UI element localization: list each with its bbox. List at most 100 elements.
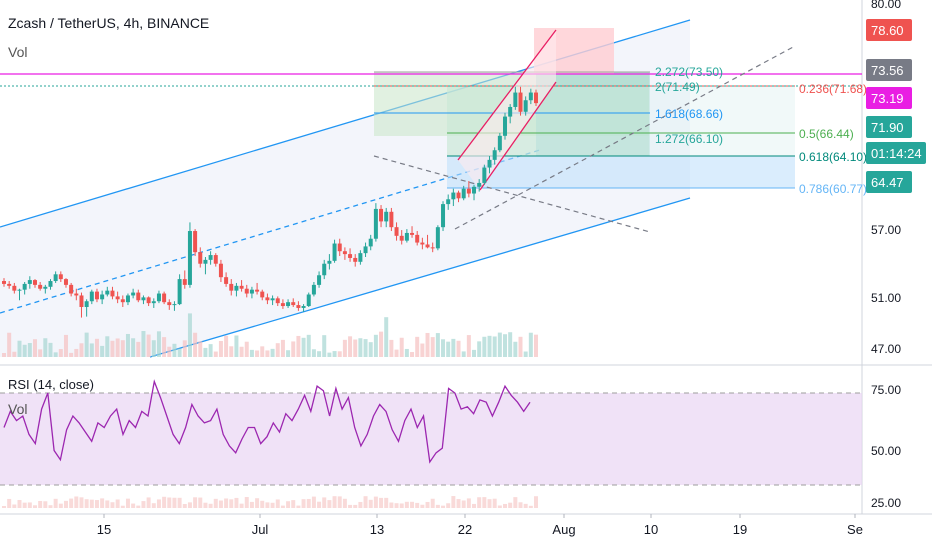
candle-body: [348, 254, 353, 258]
rsi-volume-bar: [105, 500, 110, 508]
candle-body: [110, 290, 115, 297]
symbol-title[interactable]: Zcash / TetherUS, 4h, BINANCE: [8, 15, 210, 31]
candle-body: [151, 301, 156, 304]
candle-body: [162, 293, 167, 303]
rsi-volume-bar: [508, 502, 513, 508]
price-badge: [866, 171, 912, 193]
rsi-volume-bar: [513, 497, 518, 508]
candle-body: [399, 235, 404, 241]
candle-body: [136, 292, 141, 301]
price-badge-label: 01:14:24: [871, 146, 922, 161]
candle-body: [22, 283, 27, 290]
volume-bar: [244, 341, 249, 357]
rsi-volume-bar: [497, 505, 502, 508]
rsi-volume-bar: [22, 502, 27, 508]
volume-bar: [255, 350, 260, 357]
candle-body: [213, 255, 218, 264]
rsi-volume-bar: [487, 499, 492, 508]
volume-bar: [435, 333, 440, 357]
candle-body: [167, 302, 172, 306]
volume-bar: [22, 344, 27, 357]
candle-body: [105, 290, 110, 295]
volume-bar: [249, 349, 254, 357]
price-tick-label: 47.00: [871, 342, 901, 356]
candle-body: [332, 243, 337, 261]
volume-label[interactable]: Vol: [8, 44, 28, 60]
volume-bar: [363, 339, 368, 357]
rsi-volume-bar: [275, 499, 280, 508]
rsi-volume-bar: [2, 506, 6, 508]
candle-body: [528, 92, 533, 101]
rsi-volume-bar: [265, 502, 270, 508]
candle-body: [156, 293, 161, 302]
price-badge: [866, 19, 912, 41]
candle-body: [410, 232, 415, 235]
rising-wedge-upper: [457, 29, 557, 161]
volume-bar: [32, 339, 37, 357]
candle-body: [389, 211, 394, 228]
volume-bar: [120, 340, 125, 357]
rsi-volume-bar: [472, 503, 477, 508]
price-badge: [866, 116, 912, 138]
candle-body: [43, 286, 48, 289]
volume-bar: [193, 332, 198, 357]
time-tick-label: 10: [644, 522, 658, 537]
rsi-volume-bar: [384, 497, 389, 508]
rsi-volume-bar: [38, 500, 43, 508]
rsi-title[interactable]: RSI (14, close): [8, 377, 94, 392]
rsi-volume-bar: [410, 501, 415, 508]
candle-body: [260, 291, 265, 298]
volume-bar: [327, 352, 332, 357]
rsi-volume-bar: [32, 505, 37, 508]
rsi-volume-bar: [94, 500, 99, 508]
candle-body: [425, 244, 430, 248]
price-badge: [866, 142, 926, 164]
volume-bar: [275, 343, 280, 357]
candle-body: [203, 259, 208, 264]
candle-body: [120, 299, 125, 303]
candle-body: [404, 232, 409, 241]
fib-label: 2.272(73.50): [655, 65, 723, 79]
candle-body: [394, 227, 399, 236]
rsi-volume-bar: [477, 497, 482, 508]
rsi-volume-bar: [156, 499, 161, 508]
rsi-volume-bar: [27, 502, 32, 508]
volume-bar: [404, 348, 409, 357]
candle-body: [100, 294, 105, 300]
candle-body: [244, 288, 249, 294]
candle-body: [472, 186, 477, 194]
volume-bar: [167, 346, 172, 357]
candle-body: [466, 188, 471, 194]
volume-bar: [389, 339, 394, 357]
volume-bar: [503, 334, 508, 357]
candle-body: [270, 298, 275, 301]
rsi-volume-bar: [441, 505, 446, 508]
rsi-volume-bar: [523, 503, 528, 508]
candle-body: [477, 182, 482, 187]
rsi-volume-bar: [528, 505, 533, 508]
volume-bar: [420, 343, 425, 357]
volume-bar: [286, 350, 291, 357]
rsi-volume-bar: [358, 501, 363, 508]
rsi-volume-bar: [172, 497, 177, 508]
rsi-volume-bar: [368, 499, 373, 508]
rsi-volume-bar: [332, 496, 337, 508]
rsi-volume-label: Vol: [8, 401, 28, 417]
rsi-volume-bar: [249, 501, 254, 508]
rsi-volume-bar: [224, 498, 229, 508]
candle-body: [141, 297, 146, 301]
volume-bar: [384, 317, 389, 357]
rising-wedge-lower: [479, 81, 557, 191]
candle-body: [384, 211, 389, 222]
rising-wedge-fill: [458, 30, 556, 190]
volume-bar: [53, 352, 58, 357]
price-badge-label: 71.90: [871, 120, 904, 135]
volume-bar: [94, 338, 99, 357]
candle-body: [172, 304, 177, 306]
volume-bar: [187, 313, 192, 357]
volume-bar: [151, 340, 156, 357]
volume-bar: [430, 337, 435, 357]
rsi-volume-bar: [379, 497, 384, 508]
rsi-volume-bar: [446, 503, 451, 508]
